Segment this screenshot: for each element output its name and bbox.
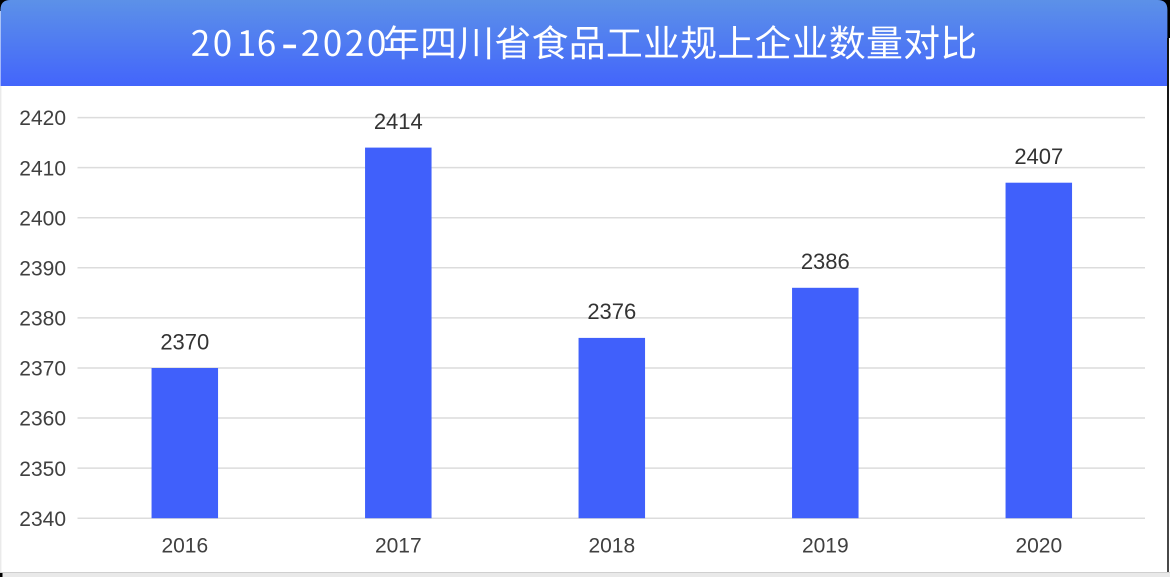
svg-text:2376: 2376 xyxy=(587,299,636,324)
svg-text:2414: 2414 xyxy=(374,109,423,134)
svg-text:2350: 2350 xyxy=(19,458,66,481)
svg-text:2020: 2020 xyxy=(1015,534,1062,557)
svg-text:2016: 2016 xyxy=(161,534,208,557)
svg-text:2360: 2360 xyxy=(19,408,66,431)
svg-text:2380: 2380 xyxy=(19,308,66,331)
svg-text:2386: 2386 xyxy=(801,249,850,274)
svg-text:2370: 2370 xyxy=(160,329,209,354)
svg-text:2400: 2400 xyxy=(19,207,66,230)
svg-text:2019: 2019 xyxy=(802,534,849,557)
svg-text:2390: 2390 xyxy=(19,258,66,281)
svg-text:2410: 2410 xyxy=(19,157,66,180)
svg-text:2018: 2018 xyxy=(588,534,635,557)
svg-text:2017: 2017 xyxy=(375,534,422,557)
svg-text:2340: 2340 xyxy=(19,508,66,531)
svg-text:2370: 2370 xyxy=(19,358,66,381)
svg-text:2407: 2407 xyxy=(1014,144,1063,169)
svg-text:2420: 2420 xyxy=(19,107,66,130)
